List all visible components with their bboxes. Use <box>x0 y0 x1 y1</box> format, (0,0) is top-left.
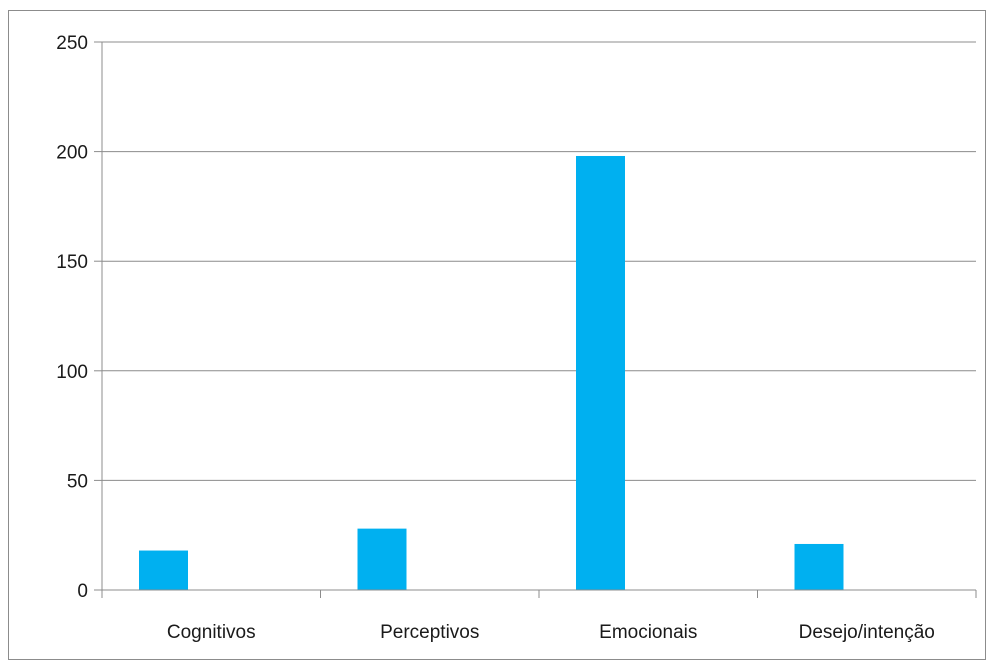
y-tick-label-200: 200 <box>56 143 88 164</box>
y-tick-label-100: 100 <box>56 362 88 383</box>
y-tick-label-250: 250 <box>56 33 88 54</box>
bar-cognitivos <box>139 550 188 590</box>
x-tick-label-emocionais: Emocionais <box>599 622 697 643</box>
x-tick-label-desejo-inten-o: Desejo/intenção <box>799 622 935 643</box>
bar-desejo-inten-o <box>794 543 844 590</box>
x-tick-labels: Cognitivos Perceptivos Emocionais Desejo/in… <box>167 622 935 643</box>
grid-lines <box>102 41 976 481</box>
y-tick-label-150: 150 <box>56 252 88 273</box>
bars <box>139 155 844 590</box>
bar-emocionais <box>576 155 625 590</box>
axes <box>94 41 977 598</box>
x-tick-label-perceptivos: Perceptivos <box>380 622 479 643</box>
x-tick-label-cognitivos: Cognitivos <box>167 622 256 643</box>
y-tick-label-50: 50 <box>67 471 88 492</box>
y-tick-labels: 0 50 100 150 200 250 <box>56 33 88 602</box>
y-tick-label-0: 0 <box>77 581 88 602</box>
bar-perceptivos <box>357 528 407 590</box>
